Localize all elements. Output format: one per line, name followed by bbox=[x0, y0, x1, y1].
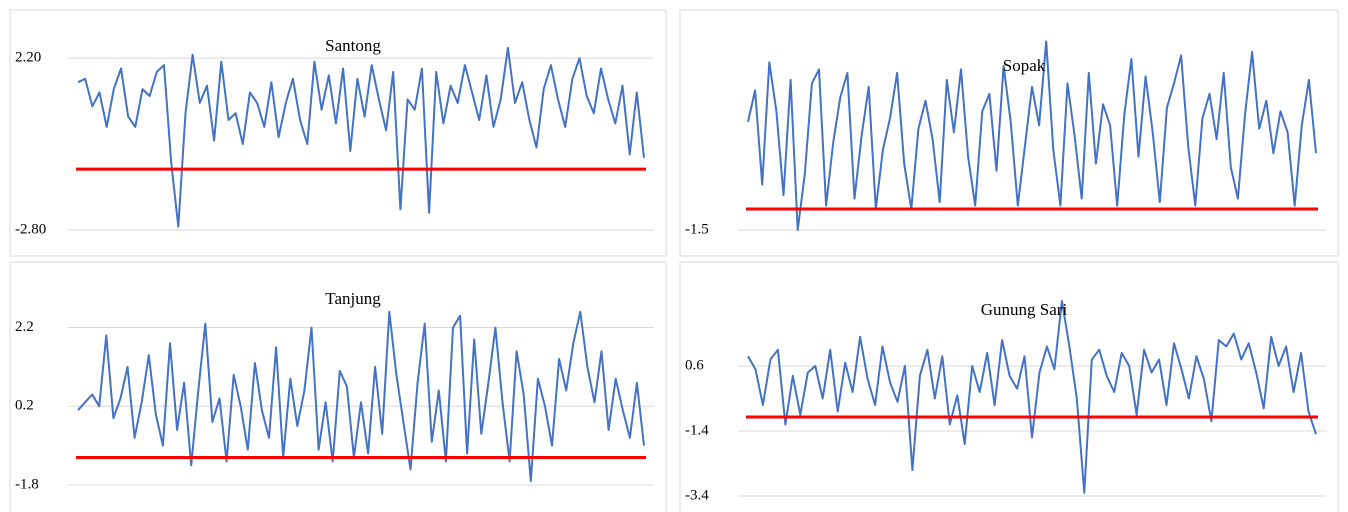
data-line bbox=[77, 46, 645, 228]
y-tick-label: -1.5 bbox=[685, 221, 709, 237]
data-line bbox=[77, 310, 645, 483]
y-tick-label: -1.4 bbox=[685, 422, 709, 438]
chart-title: Gunung Sari bbox=[981, 300, 1068, 319]
chart-title: Sopak bbox=[1003, 56, 1046, 75]
y-tick-label: 2.2 bbox=[15, 319, 34, 335]
y-tick-label: 2.20 bbox=[15, 50, 41, 66]
panel-frame bbox=[679, 9, 1339, 257]
panel-frame bbox=[9, 261, 667, 512]
y-tick-label: -3.4 bbox=[685, 487, 709, 503]
panel-frame bbox=[9, 9, 667, 257]
panel-frame bbox=[679, 261, 1339, 512]
chart-title: Tanjung bbox=[325, 289, 381, 308]
y-tick-label: 0.2 bbox=[15, 398, 34, 414]
y-tick-label: -2.80 bbox=[15, 221, 46, 237]
y-tick-label: 0.6 bbox=[685, 357, 704, 373]
data-line bbox=[747, 300, 1317, 494]
chart-title: Santong bbox=[325, 36, 381, 55]
y-tick-label: -1.8 bbox=[15, 476, 39, 492]
data-line bbox=[747, 40, 1317, 231]
